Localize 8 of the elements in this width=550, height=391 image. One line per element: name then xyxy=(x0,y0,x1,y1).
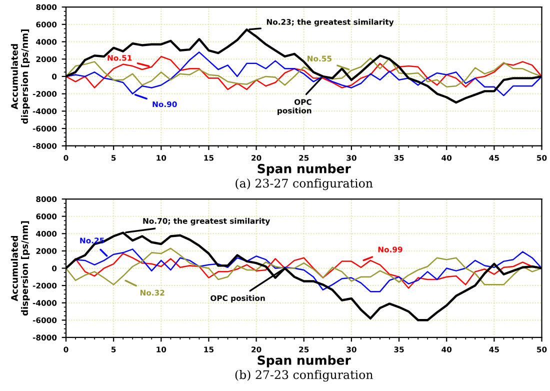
line-series xyxy=(66,52,542,96)
y-axis-title: Accumulated dispersion [ps/nm] xyxy=(10,221,30,316)
x-axis-title: Span number xyxy=(258,164,351,176)
text: (a) 23-27 configuration xyxy=(236,178,373,190)
text: (b) 27-23 configuration xyxy=(235,370,373,382)
x-axis-title: Span number xyxy=(258,355,351,368)
line-series xyxy=(66,248,542,286)
y-axis-title: Accumulated dispersion [ps/nm] xyxy=(10,30,30,124)
